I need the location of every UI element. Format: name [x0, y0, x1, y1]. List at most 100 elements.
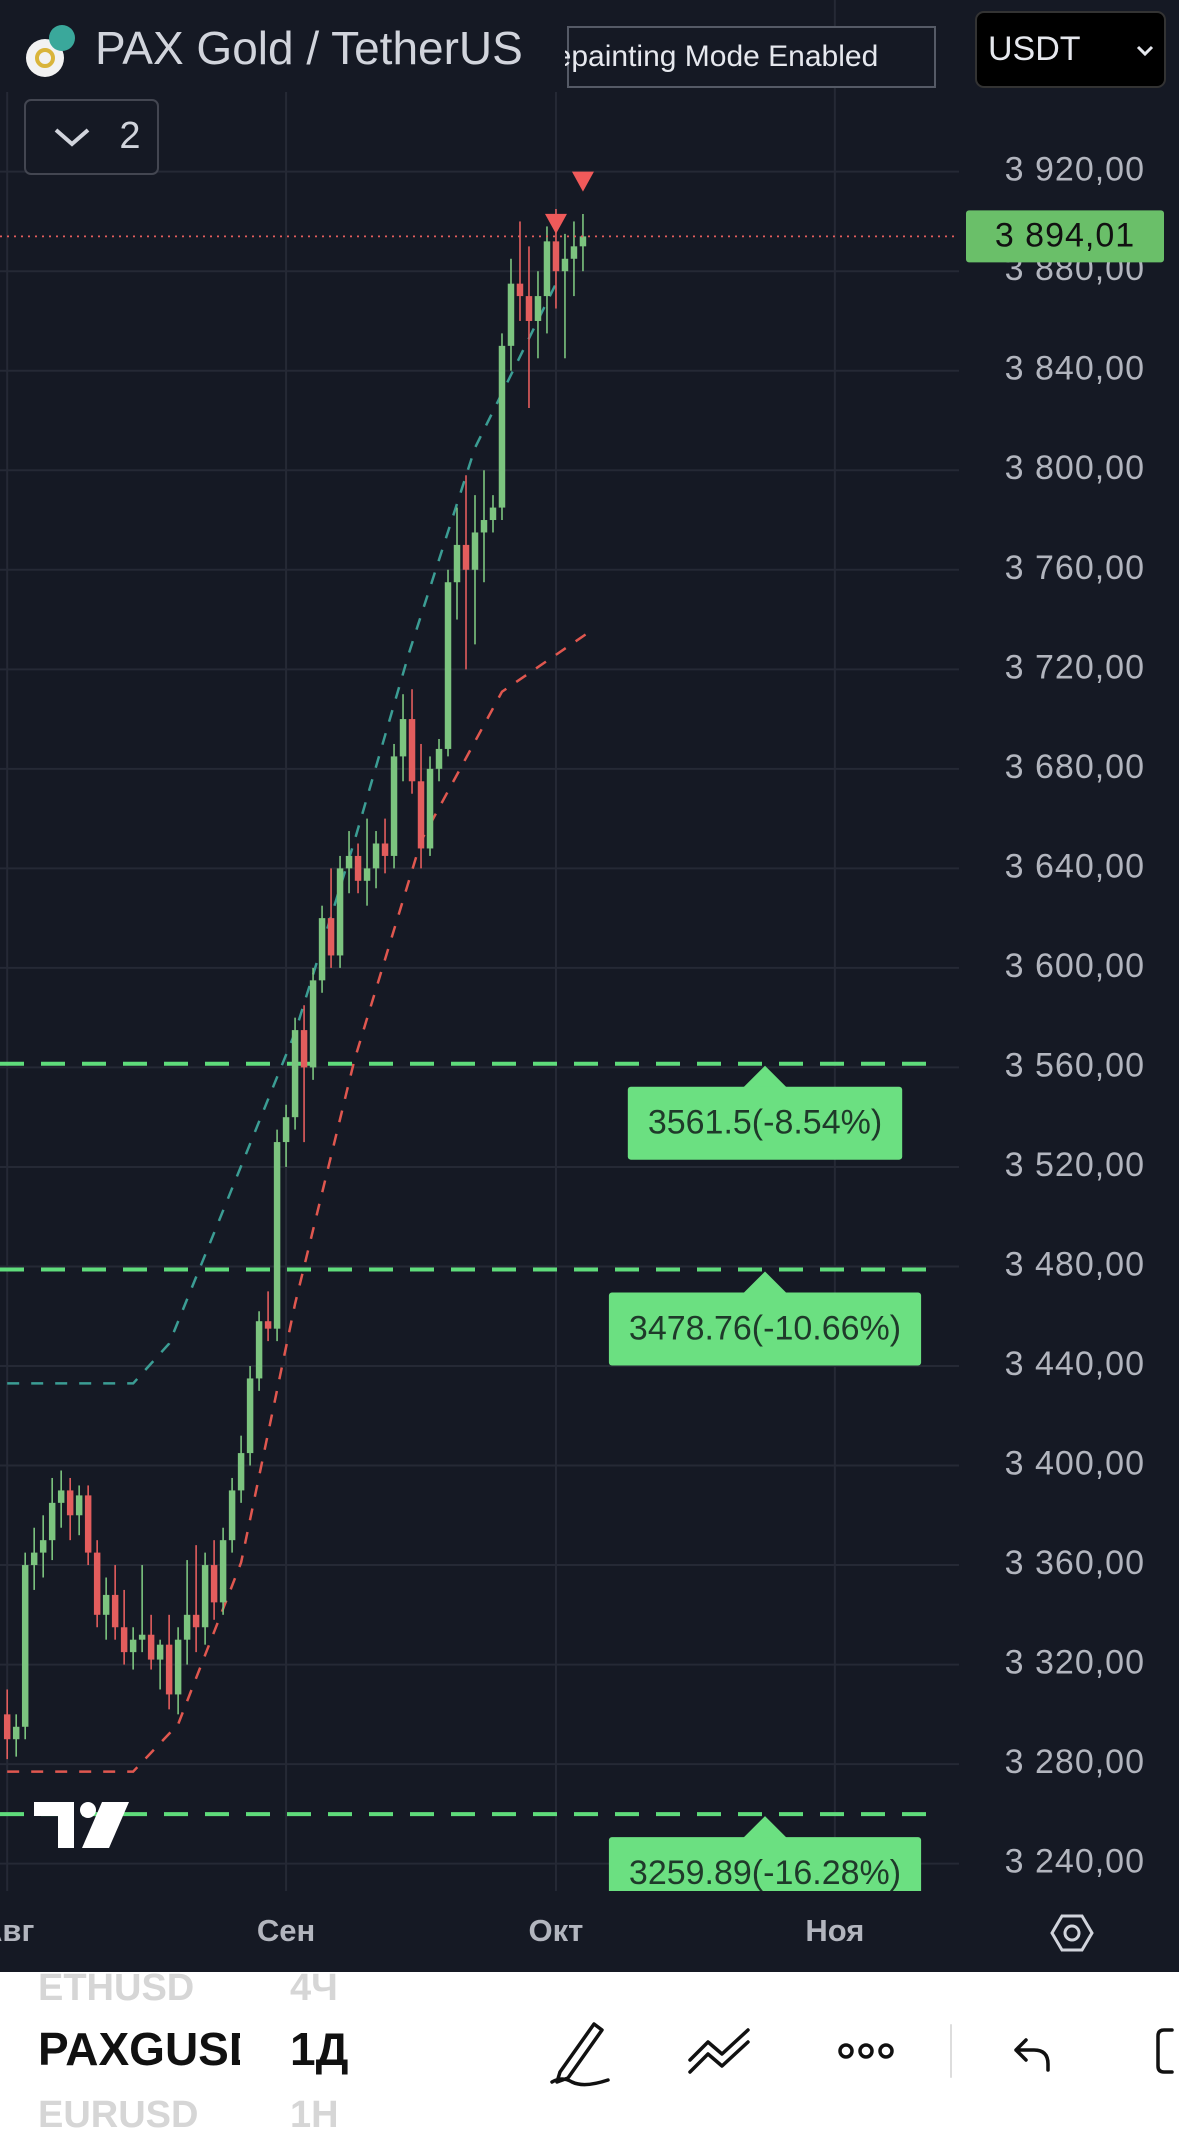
lines-icon[interactable] [688, 2028, 750, 2074]
candle-body [471, 532, 479, 570]
undo-icon[interactable] [1014, 2038, 1050, 2072]
chart-title: PAX Gold / TetherUS [95, 22, 523, 74]
currency-select[interactable] [975, 11, 1166, 88]
fullscreen-icon[interactable] [1156, 2028, 1174, 2074]
symbol-picker[interactable]: ETHUSD PAXGUSD EURUSD [38, 1967, 262, 2130]
x-tick-label: Сен [257, 1913, 315, 1948]
candle-body [345, 855, 353, 869]
candle-body [534, 296, 542, 321]
candle-body [174, 1639, 182, 1695]
candle-body [444, 582, 452, 749]
candle-body [309, 980, 317, 1068]
level-label: 3259.89(-16.28%) [608, 1816, 922, 1892]
symbol: EURUSD [38, 2094, 198, 2130]
candle-body [156, 1644, 164, 1660]
y-tick-label: 3 520,00 [1005, 1146, 1145, 1184]
candle-body [372, 843, 380, 869]
y-tick-label: 3 800,00 [1005, 449, 1145, 487]
settings-hex [1050, 1914, 1094, 1952]
candle-body [264, 1321, 272, 1329]
candle-body [417, 781, 425, 849]
more-icon[interactable] [858, 2043, 874, 2059]
candle-body [129, 1639, 137, 1653]
y-tick-label: 3 640,00 [1005, 847, 1145, 885]
candle-body [354, 855, 362, 881]
candle-body [228, 1490, 236, 1541]
candle-body [21, 1565, 29, 1727]
candle-body [39, 1540, 47, 1553]
candle-body [498, 345, 506, 508]
candle-body [66, 1490, 74, 1516]
candle-body [111, 1594, 119, 1628]
candle-body [84, 1495, 92, 1553]
candle-body [183, 1614, 191, 1640]
chevron [54, 128, 90, 147]
last-price-tag [966, 210, 1164, 263]
x-tick-label: Авг [0, 1913, 34, 1948]
candle-body [399, 719, 407, 757]
y-tick-label: 3 320,00 [1005, 1644, 1145, 1682]
more-icon[interactable] [878, 2043, 894, 2059]
candle-body [219, 1540, 227, 1603]
candle-body [516, 283, 524, 297]
currency: USDT [988, 30, 1081, 68]
candle-body [282, 1117, 290, 1143]
interval[interactable]: 1Д [290, 2023, 348, 2075]
candle-body [435, 748, 443, 769]
interval: 1H [290, 2094, 339, 2130]
candle-body [12, 1726, 20, 1740]
candle-body [30, 1552, 38, 1566]
y-tick-label: 3 480,00 [1005, 1245, 1145, 1283]
chevron [1136, 45, 1154, 57]
candle-body [318, 918, 326, 981]
candle-body [120, 1627, 128, 1653]
candle-body [138, 1634, 146, 1640]
x-tick-label: Ноя [805, 1913, 864, 1948]
candle-body [102, 1594, 110, 1615]
candle-body [237, 1453, 245, 1491]
tv-logo-part [82, 1802, 129, 1848]
candle-body [48, 1502, 56, 1541]
interval: 4Ч [290, 1967, 338, 2009]
toolbar-content: ETHUSD PAXGUSD EURUSD 4Ч 1Д 1H [38, 1967, 348, 2130]
candle-body [363, 868, 371, 881]
candle-body [381, 843, 389, 856]
candle-body [201, 1565, 209, 1628]
candle-body [543, 241, 551, 297]
candle-body [327, 918, 335, 956]
tv-logo-part [34, 1802, 74, 1848]
signal-marker [544, 213, 567, 234]
badge: Repainting Mode Enabled [533, 40, 878, 73]
candle-body [210, 1565, 218, 1603]
draw-icon[interactable] [550, 2022, 610, 2087]
indicator-count: 2 [119, 115, 140, 157]
candle-body [336, 868, 344, 956]
candle-body [192, 1614, 200, 1628]
y-tick-label: 3 400,00 [1005, 1445, 1145, 1483]
symbol: PAXGUSD [38, 2023, 262, 2075]
y-tick-label: 3 360,00 [1005, 1544, 1145, 1582]
toolbar-icons [550, 2022, 1174, 2087]
y-tick-label: 3 920,00 [1005, 151, 1145, 189]
candle-body [561, 258, 569, 272]
y-tick-label: 3 240,00 [1005, 1843, 1145, 1881]
more-icon[interactable] [838, 2043, 854, 2059]
y-tick-label: 3 720,00 [1005, 648, 1145, 686]
settings-icon[interactable] [1050, 1914, 1094, 1952]
level-label: 3561.5(-8.54%) [627, 1065, 903, 1160]
candle-body [273, 1142, 281, 1329]
candle-body [3, 1714, 11, 1740]
toolbar [0, 1972, 1179, 2130]
x-tick-label: Окт [529, 1913, 584, 1948]
candle-body [462, 544, 470, 570]
level-label-text: 3561.5(-8.54%) [648, 1104, 882, 1142]
level-label-text: 3259.89(-16.28%) [629, 1854, 901, 1892]
candle-body [255, 1321, 263, 1379]
candle-body [291, 1030, 299, 1118]
candle-body [489, 507, 497, 521]
y-tick-label: 3 760,00 [1005, 549, 1145, 587]
candle-body [165, 1644, 173, 1695]
signal-marker [571, 171, 594, 192]
candle-body [552, 241, 560, 272]
indicator-toggle[interactable] [24, 99, 159, 175]
